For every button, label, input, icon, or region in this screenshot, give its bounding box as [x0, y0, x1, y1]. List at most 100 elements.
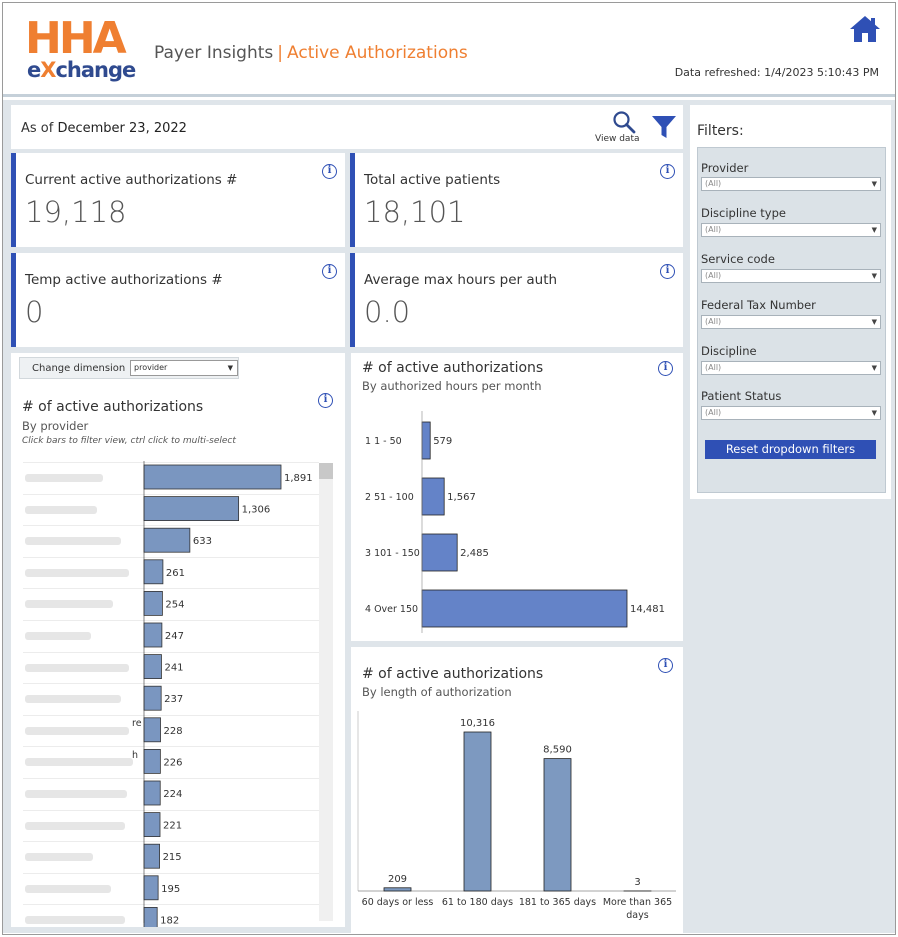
provider-label-fragment: re: [132, 718, 142, 729]
home-icon[interactable]: [849, 15, 881, 43]
hours-bar[interactable]: [421, 477, 445, 516]
app-title: Payer Insights: [154, 43, 274, 63]
patient-status-dropdown[interactable]: (All) ▼: [701, 406, 881, 420]
filters-title: Filters:: [697, 123, 744, 139]
as-of-date: December 23, 2022: [57, 121, 187, 136]
provider-bar[interactable]: [143, 748, 161, 774]
provider-label-fragment: h: [132, 750, 139, 761]
info-icon[interactable]: i: [322, 164, 337, 179]
provider-bar[interactable]: [143, 812, 161, 838]
length-category-label: 60 days or less: [362, 897, 434, 908]
length-bar-value: 8,590: [543, 745, 572, 756]
chevron-down-icon: ▼: [871, 272, 877, 280]
kpi-total-active-patients[interactable]: Total active patients 18,101 i: [350, 153, 683, 247]
provider-name-redacted: [25, 853, 93, 862]
provider-name-redacted: [25, 632, 91, 640]
provider-bar[interactable]: [143, 464, 282, 490]
search-icon[interactable]: [612, 110, 636, 134]
scrollbar-thumb[interactable]: [319, 463, 333, 479]
length-bar[interactable]: [543, 758, 572, 892]
kpi-label: Current active authorizations #: [25, 172, 238, 188]
provider-name-redacted: [25, 916, 125, 925]
hhaexchange-logo[interactable]: HHA eXchange: [25, 13, 136, 83]
length-bar[interactable]: [463, 731, 492, 892]
provider-bar[interactable]: [143, 875, 159, 901]
provider-bar-value: 247: [165, 631, 184, 642]
filter-label-federal-tax-number: Federal Tax Number: [701, 298, 816, 312]
provider-bar[interactable]: [143, 685, 162, 711]
chart-title: # of active authorizations: [362, 360, 544, 376]
row-divider: [23, 683, 319, 685]
length-bar-chart[interactable]: 209 60 days or less 10,316 61 to 180 days 8,…: [351, 647, 683, 933]
provider-bar[interactable]: [143, 907, 158, 927]
info-icon[interactable]: i: [322, 264, 337, 279]
kpi-value: 19,118: [25, 195, 127, 229]
federal-tax-number-dropdown[interactable]: (All) ▼: [701, 315, 881, 329]
hours-bar[interactable]: [421, 421, 431, 460]
kpi-label: Temp active authorizations #: [25, 272, 223, 288]
info-icon[interactable]: i: [658, 361, 673, 376]
length-bar-value: 10,316: [460, 718, 495, 729]
provider-bar[interactable]: [143, 559, 164, 585]
info-icon[interactable]: i: [318, 393, 333, 408]
provider-bar-chart[interactable]: 1,891 1,306 633 261 254 247 241 237 228 226 224 221…: [11, 353, 345, 927]
provider-name-redacted: [25, 726, 129, 735]
reset-dropdown-filters-button[interactable]: Reset dropdown filters: [705, 440, 876, 459]
kpi-current-active-authorizations[interactable]: Current active authorizations # 19,118 i: [11, 153, 345, 247]
kpi-label: Total active patients: [364, 172, 501, 188]
provider-name-redacted: [25, 695, 121, 704]
provider-name-redacted: [25, 758, 133, 767]
hours-bar-value: 2,485: [460, 548, 489, 559]
info-icon[interactable]: i: [660, 264, 675, 279]
provider-bar[interactable]: [143, 780, 161, 806]
hours-bar-value: 579: [433, 436, 452, 447]
filters-box: Provider (All) ▼ Discipline type (All) ▼ S…: [697, 147, 886, 493]
hours-bar-value: 1,567: [447, 492, 476, 503]
provider-bar[interactable]: [143, 527, 191, 553]
hours-bar-chart[interactable]: 1 1 - 50 579 2 51 - 100 1,567 3 101 - 150 2,4…: [351, 353, 683, 641]
provider-bar[interactable]: [143, 496, 240, 522]
provider-bar[interactable]: [143, 622, 163, 648]
chart-subtitle: By provider: [22, 419, 89, 433]
page-subtitle: Active Authorizations: [287, 43, 468, 63]
provider-bar-value: 221: [163, 821, 182, 832]
chart-title: # of active authorizations: [362, 666, 544, 682]
logo-hha-text: HHA: [25, 13, 127, 64]
row-divider: [23, 525, 319, 527]
view-data-link[interactable]: View data: [595, 134, 640, 144]
row-divider: [23, 809, 319, 811]
length-bar[interactable]: [383, 887, 412, 892]
provider-bar[interactable]: [143, 590, 163, 616]
kpi-average-max-hours[interactable]: Average max hours per auth 0.0 i: [350, 253, 683, 347]
provider-bar[interactable]: [143, 654, 162, 680]
provider-bar-value: 1,891: [284, 473, 313, 484]
provider-bar[interactable]: [143, 843, 160, 869]
row-divider: [23, 714, 319, 716]
dimension-dropdown[interactable]: provider ▼: [130, 360, 238, 376]
discipline-dropdown[interactable]: (All) ▼: [701, 361, 881, 375]
chart-subtitle: By length of authorization: [362, 685, 512, 699]
info-icon[interactable]: i: [660, 164, 675, 179]
hours-bar[interactable]: [421, 533, 458, 572]
kpi-value: 0: [25, 295, 44, 329]
hours-bar[interactable]: [421, 589, 628, 628]
provider-name-redacted: [25, 537, 121, 546]
hours-bar-value: 14,481: [630, 604, 665, 615]
chevron-down-icon: ▼: [871, 364, 877, 372]
service-code-dropdown[interactable]: (All) ▼: [701, 269, 881, 283]
filter-icon[interactable]: [651, 114, 677, 140]
length-category-label: days: [626, 910, 648, 921]
kpi-temp-active-authorizations[interactable]: Temp active authorizations # 0 i: [11, 253, 345, 347]
provider-chart-scrollbar[interactable]: [319, 463, 333, 921]
row-divider: [23, 462, 319, 463]
hours-chart-card: # of active authorizations i By authoriz…: [351, 353, 683, 641]
length-category-label: More than 365: [603, 897, 672, 908]
provider-name-redacted: [25, 790, 127, 798]
info-icon[interactable]: i: [658, 658, 673, 673]
provider-dropdown[interactable]: (All) ▼: [701, 177, 881, 191]
row-divider: [23, 841, 319, 843]
hours-category-label: 3 101 - 150: [365, 548, 420, 559]
provider-name-redacted: [25, 884, 111, 893]
discipline-type-dropdown[interactable]: (All) ▼: [701, 223, 881, 237]
provider-bar[interactable]: [143, 717, 161, 743]
